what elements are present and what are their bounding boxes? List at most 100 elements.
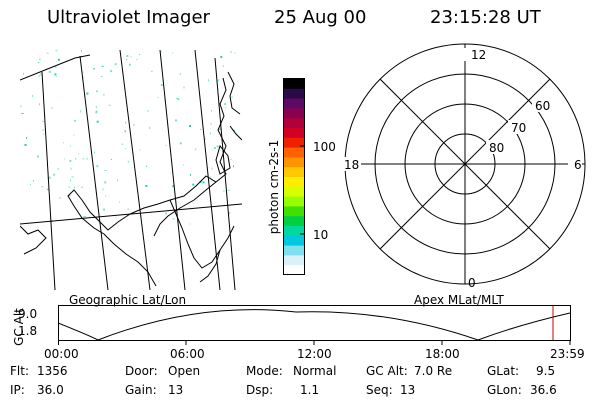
- emission-dot: [231, 96, 233, 99]
- emission-dot: [103, 208, 105, 211]
- emission-dot: [26, 137, 28, 139]
- dsp-label: Dsp:: [246, 383, 274, 397]
- emission-dot: [103, 93, 105, 96]
- emission-dot: [216, 145, 219, 148]
- emission-dot: [70, 167, 72, 170]
- colorbar-segment: [284, 88, 305, 100]
- emission-dot: [125, 148, 127, 150]
- colorbar-segment: [284, 235, 305, 247]
- emission-dot: [200, 128, 202, 130]
- mlt-label-18: 18: [344, 158, 359, 172]
- emission-dot: [209, 176, 211, 178]
- emission-dot: [146, 165, 148, 167]
- meridian-line: [159, 50, 186, 290]
- emission-dot: [71, 176, 74, 178]
- colorbar-unit-label: photon cm-2s-1: [267, 139, 281, 235]
- emission-dot: [165, 212, 167, 215]
- colorbar-segment: [284, 226, 305, 237]
- color-bar: [283, 78, 305, 276]
- colorbar-segment: [284, 79, 305, 90]
- mode-label: Mode:: [246, 364, 283, 378]
- colorbar-segment: [284, 255, 305, 266]
- emission-dot: [172, 185, 175, 188]
- emission-dot: [124, 130, 126, 133]
- colorbar-segment: [284, 137, 305, 149]
- glon-value: 36.6: [530, 383, 557, 397]
- emission-dot: [175, 119, 177, 122]
- gain-label: Gain:: [125, 383, 157, 397]
- ip-value: 36.0: [37, 383, 64, 397]
- emission-dot: [183, 164, 185, 166]
- flt-label: Flt:: [10, 364, 29, 378]
- altitude-plot: [58, 305, 571, 345]
- emission-dot: [223, 190, 225, 192]
- polar-plot: 12 0 18 6 60 70 80: [337, 43, 586, 290]
- colorbar-segment: [284, 108, 305, 119]
- door-label: Door:: [125, 364, 158, 378]
- emission-dot: [139, 149, 141, 151]
- emission-dot: [139, 54, 141, 56]
- emission-dot: [227, 189, 230, 191]
- emission-dot: [222, 65, 224, 67]
- emission-dot: [75, 158, 77, 160]
- emission-dot: [220, 55, 223, 58]
- emission-dot: [195, 148, 197, 151]
- emission-dot: [94, 151, 95, 154]
- coastline: [153, 181, 217, 237]
- colorbar-segment: [284, 177, 305, 188]
- emission-dot: [110, 158, 112, 160]
- emission-dot: [151, 70, 153, 72]
- emission-dot: [105, 195, 106, 197]
- emission-dot: [160, 51, 162, 53]
- coastline: [199, 249, 221, 283]
- colorbar-segment: [284, 216, 305, 227]
- emission-dot: [126, 55, 129, 58]
- emission-dot: [82, 77, 84, 79]
- mlat-label-80: 80: [489, 141, 504, 155]
- geographic-label: Geographic Lat/Lon: [69, 293, 187, 307]
- emission-dot: [230, 159, 232, 160]
- emission-dot: [36, 155, 39, 158]
- coastline: [20, 54, 91, 81]
- auroral-emission-dots: [20, 50, 236, 225]
- emission-dot: [46, 52, 49, 54]
- mlt-label-12: 12: [471, 48, 486, 62]
- emission-dot: [218, 128, 221, 130]
- meridian-line: [41, 71, 56, 290]
- altitude-xtick-2359: 23:59: [550, 347, 585, 361]
- emission-dot: [108, 104, 111, 106]
- emission-dot: [225, 106, 227, 108]
- colorbar-segment: [284, 98, 305, 109]
- emission-dot: [234, 52, 236, 54]
- emission-dot: [126, 59, 128, 61]
- colorbar-segment: [284, 167, 305, 178]
- emission-dot: [24, 144, 27, 146]
- emission-dot: [179, 73, 181, 76]
- mlt-line-diagonal: [379, 78, 551, 250]
- emission-dot: [86, 92, 89, 95]
- emission-dot: [23, 72, 25, 75]
- emission-dot: [228, 212, 231, 215]
- coastline: [227, 71, 241, 115]
- gain-value: 13: [168, 383, 184, 397]
- emission-dot: [39, 58, 41, 61]
- date-label: 25 Aug 00: [274, 7, 367, 28]
- time-label: 23:15:28 UT: [430, 7, 541, 28]
- emission-dot: [20, 105, 22, 108]
- emission-dot: [101, 76, 103, 77]
- emission-dot: [78, 153, 80, 155]
- glon-label: GLon:: [487, 383, 522, 397]
- emission-dot: [125, 121, 127, 124]
- emission-dot: [213, 147, 216, 149]
- emission-dot: [210, 132, 212, 135]
- emission-dot: [42, 129, 45, 131]
- altitude-ytick-9: 9.0: [18, 307, 38, 321]
- colorbar-tick-10: 10: [313, 228, 329, 242]
- emission-dot: [102, 188, 104, 191]
- emission-dot: [39, 103, 40, 106]
- emission-dot: [101, 65, 104, 67]
- coastline: [67, 77, 227, 287]
- emission-dot: [230, 50, 232, 53]
- altitude-xtick-0000: 00:00: [44, 347, 79, 361]
- emission-dot: [95, 110, 98, 113]
